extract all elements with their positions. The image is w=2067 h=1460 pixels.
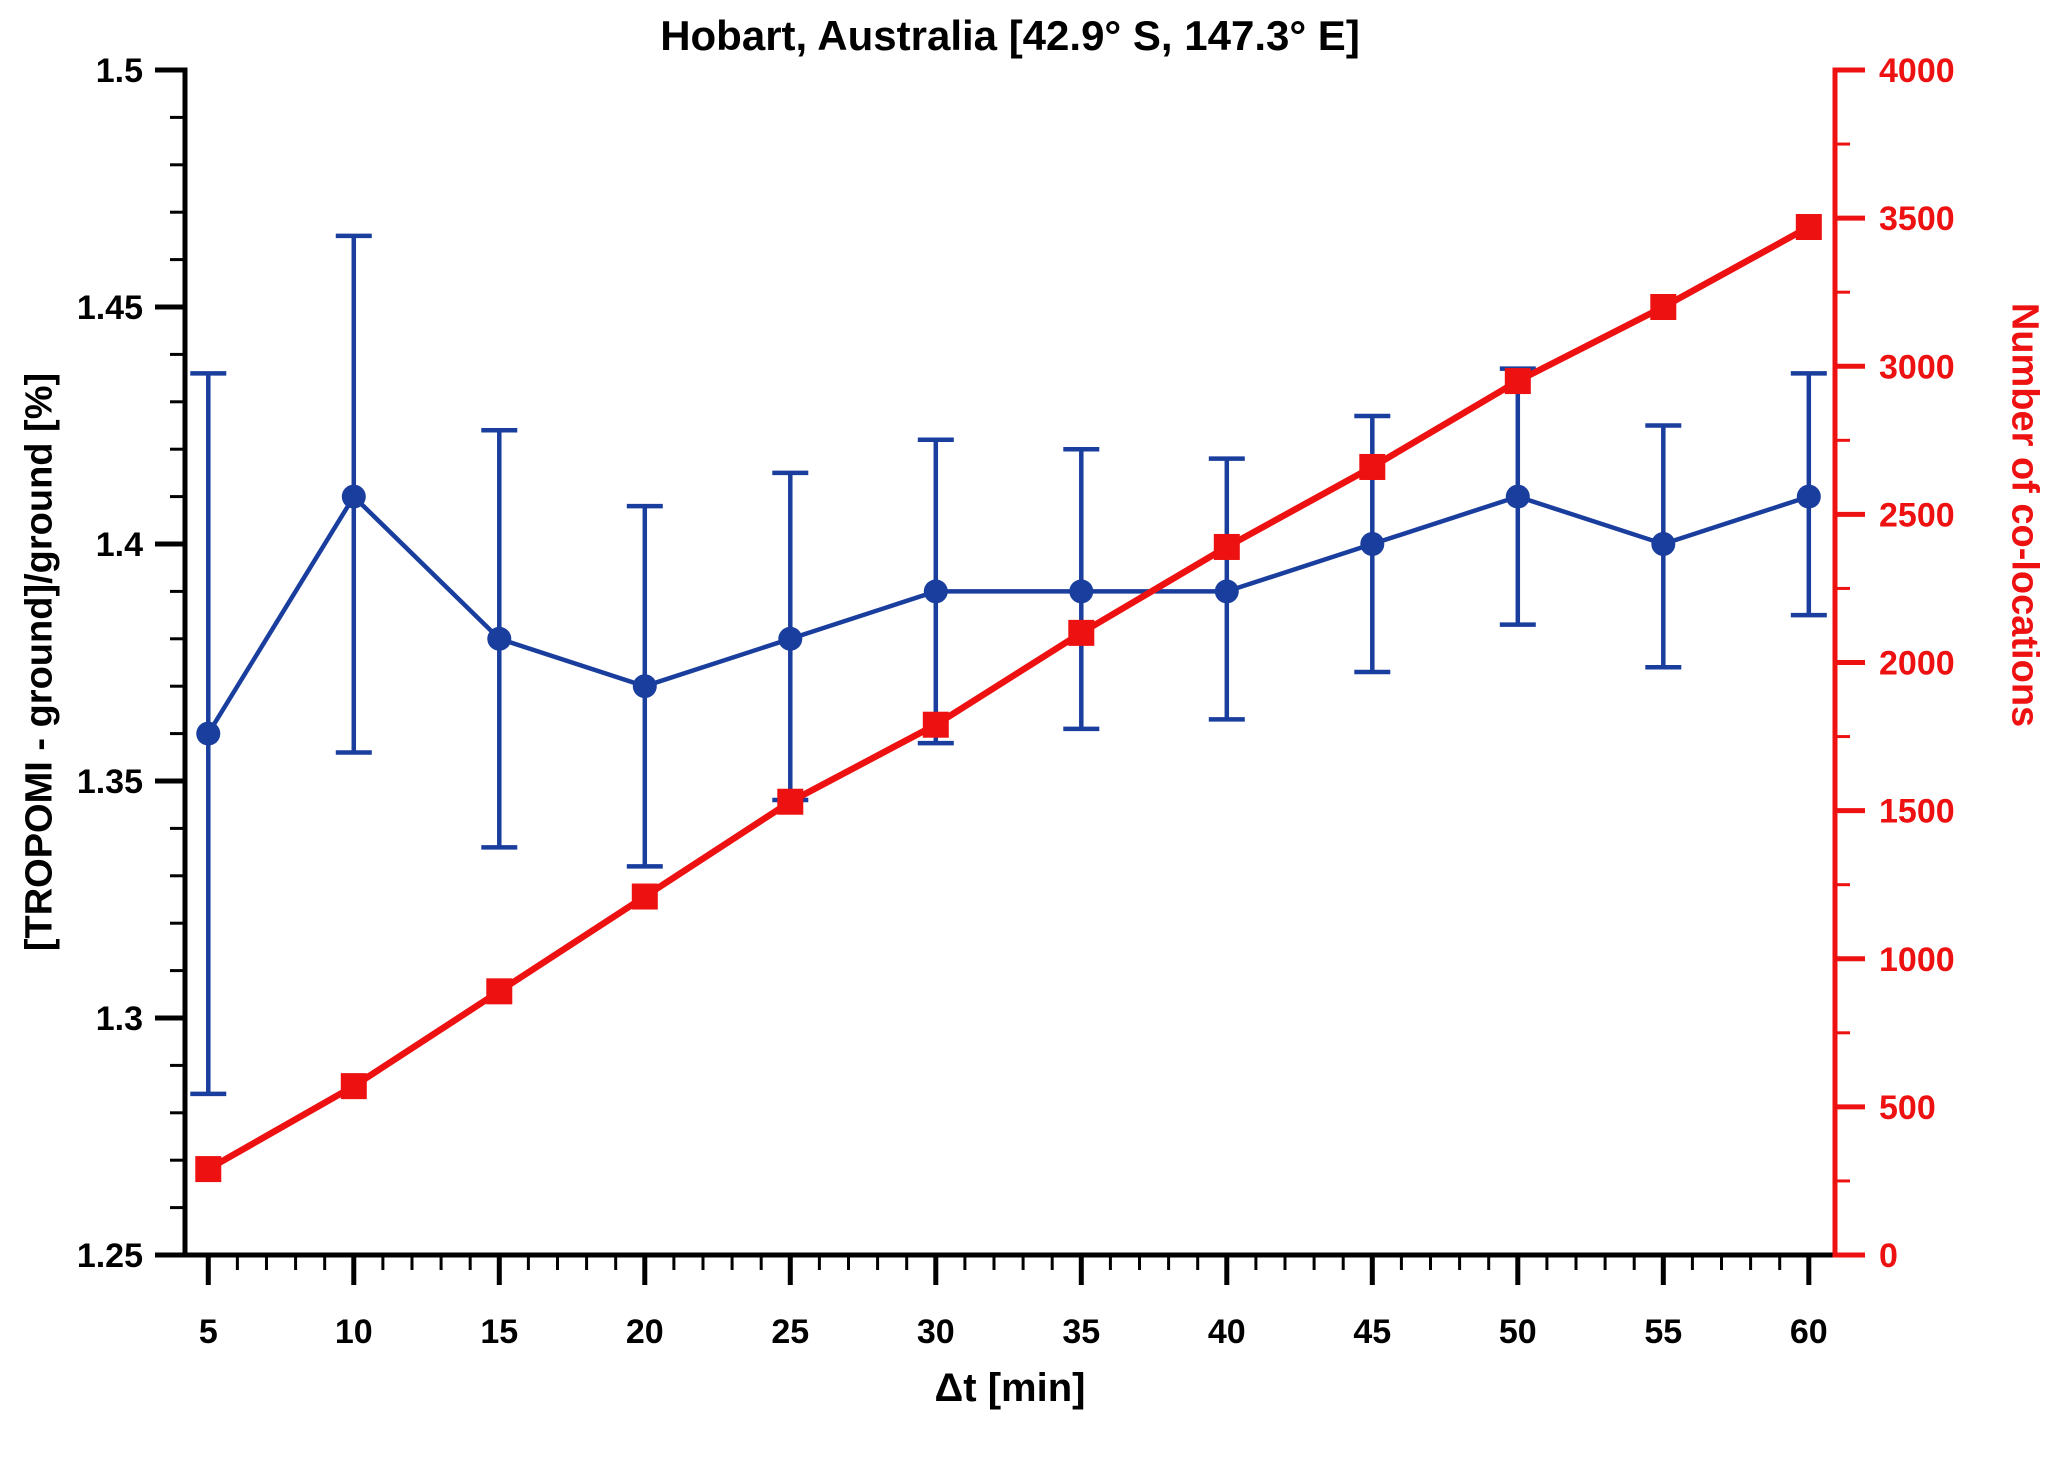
data-point-square [1068, 619, 1095, 646]
data-point-square [922, 711, 949, 738]
right-tick-label: 500 [1879, 1089, 1936, 1127]
right-tick-label: 0 [1879, 1237, 1898, 1275]
x-tick-label: 25 [771, 1313, 809, 1351]
red-line [206, 224, 1811, 1172]
left-tick-label: 1.5 [96, 52, 143, 90]
left-tick-label: 1.4 [96, 526, 143, 564]
x-tick-label: 30 [917, 1313, 955, 1351]
data-point-square [631, 883, 658, 910]
data-point-circle [1505, 484, 1530, 509]
data-point-square [486, 978, 513, 1005]
data-point-square [1504, 368, 1531, 395]
axes: 5 10 15 20 25 30 35 40 45 50 55 60 1.25 1.3 1.35 1.4 1.4… [77, 52, 1955, 1351]
left-tick-label: 1.25 [77, 1237, 143, 1275]
right-tick-label: 1000 [1879, 941, 1955, 979]
right-tick-label: 1500 [1879, 793, 1955, 831]
right-tick-label: 2000 [1879, 645, 1955, 683]
data-point-square [340, 1073, 367, 1100]
x-tick-label: 40 [1208, 1313, 1246, 1351]
x-tick-label: 45 [1353, 1313, 1391, 1351]
data-point-square [777, 788, 804, 815]
chart-title: Hobart, Australia [42.9° S, 147.3° E] [660, 12, 1360, 59]
data-point-circle [923, 579, 948, 604]
data-point-circle [632, 674, 657, 699]
data-point-circle [1360, 532, 1385, 556]
x-tick-label: 35 [1062, 1313, 1100, 1351]
left-axis-title: [TROPOMI - ground]/ground [%] [18, 372, 61, 952]
right-tick-label: 2500 [1879, 496, 1955, 534]
x-tick-label: 60 [1790, 1313, 1828, 1351]
left-tick-label: 1.3 [96, 1000, 143, 1038]
x-tick-label: 15 [480, 1313, 518, 1351]
x-tick-label: 50 [1499, 1313, 1537, 1351]
right-axis-title: Number of co-locations [2003, 302, 2046, 728]
blue-series [190, 233, 1827, 1097]
data-point-circle [487, 626, 512, 651]
right-tick-label: 3000 [1879, 348, 1955, 386]
x-tick-label: 5 [199, 1313, 218, 1351]
data-point-square [195, 1156, 222, 1183]
data-point-circle [196, 721, 221, 746]
data-point-square [1650, 294, 1677, 320]
data-point-circle [341, 484, 366, 509]
data-point-circle [1651, 532, 1676, 556]
data-point-square [1213, 533, 1240, 560]
x-tick-label: 55 [1644, 1313, 1682, 1351]
left-tick-label: 1.45 [77, 289, 143, 327]
data-point-square [1359, 453, 1386, 480]
data-point-circle [778, 626, 803, 651]
data-point-circle [1069, 579, 1094, 604]
x-axis-title: Δt [min] [934, 1366, 1086, 1410]
x-tick-label: 20 [626, 1313, 664, 1351]
data-point-circle [1796, 484, 1821, 509]
right-tick-label: 3500 [1879, 200, 1955, 238]
red-series [195, 214, 1822, 1183]
data-point-square [1795, 214, 1822, 241]
data-point-circle [1214, 579, 1239, 604]
blue-line [206, 494, 1810, 735]
left-tick-label: 1.35 [77, 763, 143, 801]
x-tick-label: 10 [335, 1313, 373, 1351]
right-tick-label: 4000 [1879, 52, 1955, 90]
